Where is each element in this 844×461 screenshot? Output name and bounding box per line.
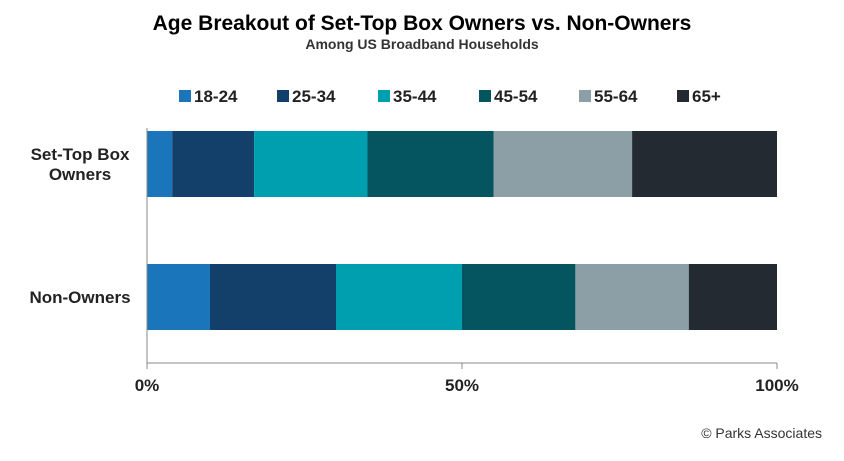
legend-label: 55-64: [594, 87, 638, 106]
bar-segment: [462, 264, 576, 330]
bar-segment: [575, 264, 689, 330]
bar-segment: [172, 131, 255, 197]
axes: 0% 50% 100%: [135, 128, 799, 395]
legend-item: 25-34: [277, 87, 336, 106]
bar-segment: [367, 131, 494, 197]
bar-segment: [210, 264, 336, 330]
bar-segment: [336, 264, 462, 330]
legend-label: 18-24: [194, 87, 238, 106]
legend-item: 18-24: [179, 87, 238, 106]
category-label: Non-Owners: [29, 288, 130, 307]
legend-swatch: [677, 90, 689, 102]
legend-swatch: [277, 90, 289, 102]
legend-item: 65+: [677, 87, 721, 106]
bar-segment: [632, 131, 777, 197]
bar-segment: [147, 131, 173, 197]
source-credit: © Parks Associates: [701, 425, 822, 441]
legend-item: 45-54: [479, 87, 538, 106]
chart-title: Age Breakout of Set-Top Box Owners vs. N…: [153, 12, 692, 35]
legend-label: 35-44: [393, 87, 437, 106]
x-tick-label: 0%: [135, 376, 160, 395]
legend-item: 55-64: [579, 87, 638, 106]
legend: 18-24 25-34 35-44 45-54 55-64 65+: [179, 87, 721, 106]
plot-area: Set-Top Box Owners Non-Owners: [29, 131, 777, 330]
x-tick-label: 100%: [755, 376, 798, 395]
legend-swatch: [479, 90, 491, 102]
bar-segment: [254, 131, 368, 197]
legend-label: 25-34: [292, 87, 336, 106]
bar-segment: [147, 264, 210, 330]
bar-segment: [688, 264, 777, 330]
chart-subtitle: Among US Broadband Households: [305, 36, 539, 52]
bar-segment: [493, 131, 633, 197]
legend-swatch: [579, 90, 591, 102]
category-label: Set-Top Box Owners: [31, 145, 130, 184]
legend-swatch: [378, 90, 390, 102]
legend-swatch: [179, 90, 191, 102]
legend-item: 35-44: [378, 87, 437, 106]
legend-label: 65+: [692, 87, 721, 106]
legend-label: 45-54: [494, 87, 538, 106]
x-tick-label: 50%: [445, 376, 479, 395]
